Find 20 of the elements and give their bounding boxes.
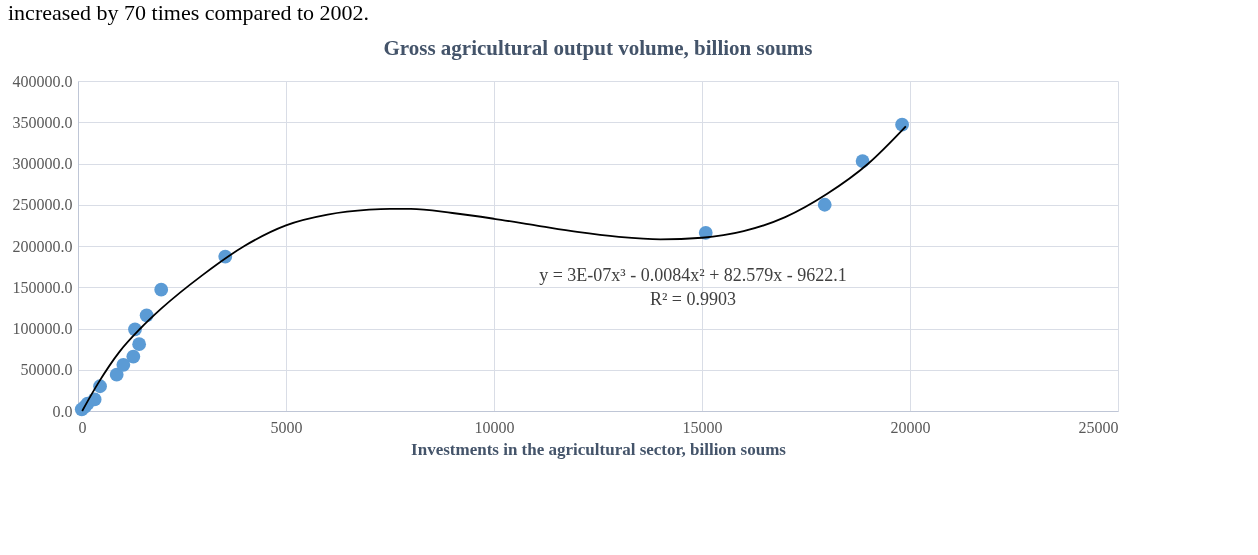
y-tick-label: 50000.0 (20, 361, 73, 379)
text: increased by 70 times compared to 2002. (8, 0, 370, 25)
y-tick-label: 400000.0 (12, 72, 73, 90)
chart-title: Gross agricultural output volume, billion soums (383, 36, 813, 60)
y-tick-label: 300000.0 (12, 155, 73, 172)
y-tick-label: 0.0 (52, 402, 73, 420)
annotation: y = 3E-07x³ - 0.0084x² + 82.579x - 9622.1 (539, 265, 847, 285)
x-tick-label: 0 (78, 418, 87, 436)
y-tick-label: 350000.0 (12, 113, 73, 131)
y-tick-label: 200000.0 (12, 237, 73, 255)
y-tick-label: 250000.0 (12, 196, 73, 214)
annotation: R² = 0.9903 (649, 289, 737, 309)
x-tick-label: 20000 (890, 418, 931, 436)
x-axis-title: Investments in the agricultural sector, billion soums (411, 439, 787, 459)
y-tick-label: 150000.0 (12, 278, 73, 296)
x-tick-label: 25000 (1078, 418, 1119, 436)
x-tick-label: 10000 (474, 418, 515, 436)
x-tick-label: 15000 (682, 418, 723, 436)
x-tick-label: 5000 (270, 418, 303, 436)
y-tick-label: 100000.0 (12, 320, 73, 337)
